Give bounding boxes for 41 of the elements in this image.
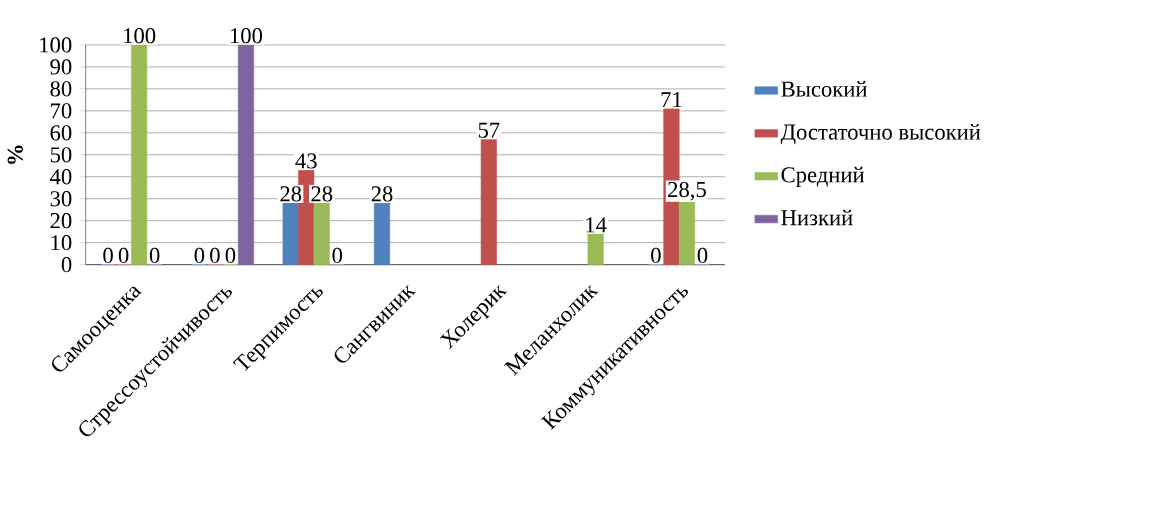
y-tick-label: 100 [40, 37, 72, 53]
data-label: 14 [586, 217, 607, 233]
y-tick-label: 20 [50, 212, 72, 229]
y-tick-label: 40 [50, 168, 72, 185]
bar [678, 201, 695, 265]
data-label: 28,5 [668, 181, 706, 201]
y-tick-label: 30 [50, 190, 72, 207]
y-tick-label: 50 [50, 146, 72, 163]
y-tick-label: 80 [50, 81, 72, 97]
data-label: 0 [225, 247, 236, 263]
data-label: 0 [332, 247, 343, 263]
legend-label: Достаточно высокий [780, 123, 981, 145]
data-label: 28 [311, 186, 333, 202]
data-label: 28 [280, 186, 302, 202]
bar [237, 44, 254, 265]
data-label: 0 [210, 247, 220, 263]
data-label: 100 [230, 27, 263, 44]
data-label: 0 [118, 247, 129, 263]
data-label: 0 [651, 247, 661, 263]
bar [282, 202, 299, 265]
data-label: 28 [371, 186, 393, 202]
bar [587, 233, 604, 265]
y-tick-label: 0 [61, 256, 72, 273]
data-label: 71 [661, 91, 682, 107]
data-label: 0 [103, 247, 113, 263]
y-tick-label: 10 [51, 234, 72, 251]
y-tick-label: 90 [50, 59, 72, 75]
data-label: 0 [697, 247, 708, 263]
data-label: 0 [149, 247, 160, 263]
legend-label: Средний [781, 166, 865, 187]
legend-label: Низкий [781, 209, 853, 226]
data-label: 100 [124, 27, 156, 44]
legend-label: Высокий [781, 80, 867, 97]
bar [313, 202, 330, 265]
y-axis-title: % [7, 145, 23, 164]
y-tick-label: 70 [51, 103, 72, 119]
data-label: 0 [194, 247, 205, 263]
data-label: 57 [478, 122, 500, 138]
bar [131, 44, 148, 265]
data-label: 43 [295, 153, 317, 169]
y-tick-label: 60 [50, 125, 72, 141]
